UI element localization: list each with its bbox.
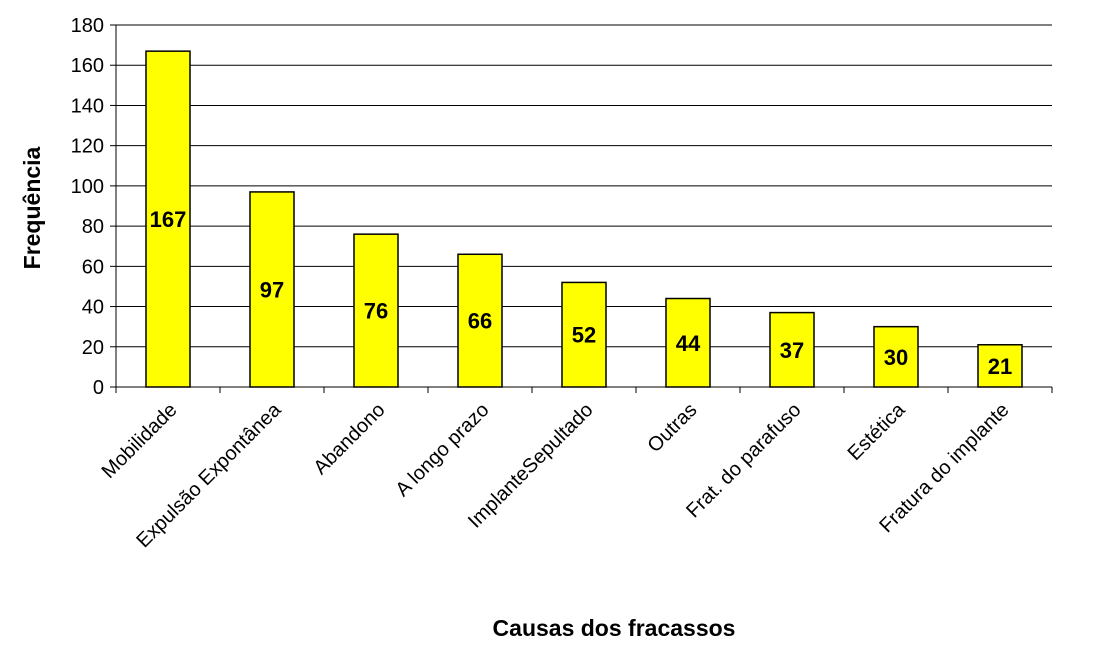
y-tick-label: 20 <box>82 337 104 359</box>
labels: 0 20 40 60 80 100 120 140 160 180 167 Mobilidade 97 E… <box>71 15 1014 552</box>
bar <box>977 344 1023 388</box>
bars <box>145 50 1023 388</box>
data-label: 37 <box>780 338 804 363</box>
x-tick-label: Frat. do parafuso <box>682 399 805 522</box>
data-label: 21 <box>988 354 1012 379</box>
axes <box>110 24 1053 393</box>
data-label: 30 <box>884 345 908 370</box>
x-axis-title: Causas dos fracassos <box>493 615 736 641</box>
data-label: 97 <box>260 277 284 302</box>
data-label: 44 <box>676 331 701 356</box>
y-axis-title: Frequência <box>19 146 45 269</box>
x-tick-label: A longo prazo <box>391 399 493 501</box>
y-tick-label: 80 <box>82 216 104 238</box>
x-tick-label: Estética <box>844 398 910 464</box>
data-label: 76 <box>364 299 388 324</box>
y-tick-label: 100 <box>71 176 104 198</box>
y-tick-label: 120 <box>71 136 104 158</box>
bar <box>769 311 815 388</box>
bar <box>873 325 919 388</box>
bar <box>145 50 191 388</box>
y-tick-label: 160 <box>71 55 104 77</box>
y-tick-label: 40 <box>82 297 104 319</box>
data-label: 52 <box>572 323 596 348</box>
x-tick-label: Outras <box>644 399 702 457</box>
y-tick-label: 60 <box>82 256 104 278</box>
data-label: 66 <box>468 309 492 334</box>
y-tick-label: 140 <box>71 95 104 117</box>
x-tick-label: Mobilidade <box>98 399 182 483</box>
x-tick-label: Abandono <box>309 399 389 479</box>
y-tick-label: 0 <box>93 377 104 399</box>
data-label: 167 <box>150 207 187 232</box>
y-tick-label: 180 <box>71 15 104 37</box>
